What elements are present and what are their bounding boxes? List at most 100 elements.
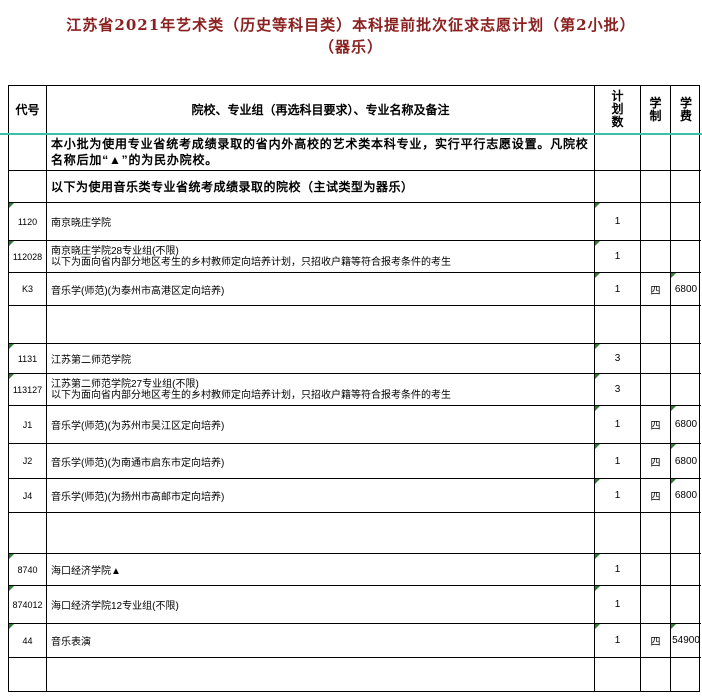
cell-code[interactable] (9, 513, 47, 554)
cell-fee[interactable] (671, 513, 701, 554)
header-cell-plan[interactable]: 计划数 (595, 86, 641, 134)
cell-code[interactable] (9, 134, 47, 171)
cell-name[interactable]: 音乐学(师范)(为南通市启东市定向培养) (47, 444, 595, 479)
cell-plan[interactable]: 1 (595, 624, 641, 658)
cell-plan[interactable]: 1 (595, 479, 641, 513)
cell-code[interactable] (9, 306, 47, 344)
header-cell-main[interactable]: 院校、专业组（再选科目要求）、专业名称及备注 (47, 86, 595, 134)
cell-code[interactable]: 113127 (9, 374, 47, 406)
excel-error-triangle-icon (595, 444, 600, 449)
vertical-header-char: 计 (611, 89, 624, 103)
cell-plan[interactable] (595, 306, 641, 344)
cell-plan[interactable]: 1 (595, 273, 641, 306)
cell-plan[interactable]: 3 (595, 344, 641, 374)
cell-name[interactable] (47, 658, 595, 691)
cell-fee[interactable] (671, 203, 701, 241)
cell-name[interactable]: 海口经济学院12专业组(不限) (47, 586, 595, 624)
cell-fee[interactable]: 6800 (671, 479, 701, 513)
cell-name[interactable]: 南京晓庄学院28专业组(不限) 以下为面向省内部分地区考生的乡村教师定向培养计划，… (47, 241, 595, 273)
cell-fee[interactable]: 54900 (671, 624, 701, 658)
cell-plan[interactable]: 1 (595, 406, 641, 444)
cell-name[interactable]: 音乐学(师范)(为苏州市吴江区定向培养) (47, 406, 595, 444)
cell-years[interactable]: 四 (641, 624, 671, 658)
cell-plan[interactable]: 1 (595, 444, 641, 479)
cell-fee[interactable] (671, 658, 701, 691)
cell-code[interactable]: 1131 (9, 344, 47, 374)
cell-plan[interactable]: 1 (595, 241, 641, 273)
cell-fee[interactable] (671, 554, 701, 586)
page-title: 江苏省2021年艺术类（历史等科目类）本科提前批次征求志愿计划（第2小批） （器… (0, 14, 702, 58)
cell-plan[interactable]: 1 (595, 203, 641, 241)
cell-fee[interactable] (671, 241, 701, 273)
cell-fee[interactable] (671, 374, 701, 406)
excel-error-triangle-icon (595, 624, 600, 629)
table-row: 本小批为使用专业省统考成绩录取的省内外高校的艺术类本科专业，实行平行志愿设置。凡… (9, 134, 701, 171)
excel-error-triangle-icon (595, 554, 600, 559)
cell-years[interactable]: 四 (641, 273, 671, 306)
cell-name[interactable]: 江苏第二师范学院 (47, 344, 595, 374)
cell-plan[interactable] (595, 134, 641, 171)
cell-plan[interactable]: 1 (595, 554, 641, 586)
table-row: 1131 江苏第二师范学院 3 (9, 344, 701, 374)
header-cell-years[interactable]: 学制 (641, 86, 671, 134)
cell-years[interactable]: 四 (641, 444, 671, 479)
cell-code[interactable]: 44 (9, 624, 47, 658)
page-title-line2: （器乐） (318, 38, 383, 56)
cell-name[interactable] (47, 306, 595, 344)
excel-error-triangle-icon (595, 406, 600, 411)
cell-years[interactable] (641, 134, 671, 171)
cell-name[interactable]: 以下为使用音乐类专业省统考成绩录取的院校（主试类型为器乐） (47, 171, 595, 203)
cell-fee[interactable] (671, 134, 701, 171)
cell-code[interactable]: K3 (9, 273, 47, 306)
cell-name[interactable]: 南京晓庄学院 (47, 203, 595, 241)
cell-years[interactable] (641, 241, 671, 273)
cell-code[interactable]: J4 (9, 479, 47, 513)
cell-years[interactable] (641, 374, 671, 406)
table-row: J2 音乐学(师范)(为南通市启东市定向培养) 1 四 6800 (9, 444, 701, 479)
cell-fee[interactable]: 6800 (671, 273, 701, 306)
cell-code[interactable]: 8740 (9, 554, 47, 586)
cell-code[interactable]: 874012 (9, 586, 47, 624)
cell-years[interactable]: 四 (641, 406, 671, 444)
table-row (9, 513, 701, 554)
cell-years[interactable] (641, 658, 671, 691)
cell-name[interactable]: 音乐学(师范)(为泰州市高港区定向培养) (47, 273, 595, 306)
cell-fee[interactable] (671, 586, 701, 624)
cell-plan[interactable] (595, 513, 641, 554)
cell-code[interactable]: 112028 (9, 241, 47, 273)
cell-years[interactable] (641, 306, 671, 344)
cell-name[interactable] (47, 513, 595, 554)
cell-years[interactable] (641, 203, 671, 241)
header-cell-code[interactable]: 代号 (9, 86, 47, 134)
excel-error-triangle-icon (9, 374, 14, 379)
cell-years[interactable]: 四 (641, 479, 671, 513)
cell-name[interactable]: 本小批为使用专业省统考成绩录取的省内外高校的艺术类本科专业，实行平行志愿设置。凡… (47, 134, 595, 171)
cell-years[interactable] (641, 171, 671, 203)
cell-fee[interactable]: 6800 (671, 406, 701, 444)
cell-code[interactable] (9, 658, 47, 691)
cell-name[interactable]: 江苏第二师范学院27专业组(不限) 以下为面向省内部分地区考生的乡村教师定向培养计… (47, 374, 595, 406)
cell-code[interactable]: J1 (9, 406, 47, 444)
cell-plan[interactable] (595, 658, 641, 691)
cell-name[interactable]: 海口经济学院▲ (47, 554, 595, 586)
cell-code[interactable]: 1120 (9, 203, 47, 241)
cell-fee[interactable] (671, 344, 701, 374)
cell-years[interactable] (641, 554, 671, 586)
cell-fee[interactable] (671, 306, 701, 344)
cell-fee[interactable]: 6800 (671, 444, 701, 479)
cell-years[interactable] (641, 513, 671, 554)
cell-years[interactable] (641, 586, 671, 624)
cell-plan[interactable]: 1 (595, 586, 641, 624)
cell-years[interactable] (641, 344, 671, 374)
cell-name[interactable]: 音乐表演 (47, 624, 595, 658)
cell-code[interactable]: J2 (9, 444, 47, 479)
cell-plan[interactable]: 3 (595, 374, 641, 406)
excel-error-triangle-icon (9, 624, 14, 629)
cell-code[interactable] (9, 171, 47, 203)
vertical-header-char: 制 (649, 108, 662, 123)
header-cell-fee[interactable]: 学费 (671, 86, 701, 134)
page-title-line1: 江苏省2021年艺术类（历史等科目类）本科提前批次征求志愿计划（第2小批） (66, 16, 636, 34)
cell-plan[interactable] (595, 171, 641, 203)
cell-fee[interactable] (671, 171, 701, 203)
cell-name[interactable]: 音乐学(师范)(为扬州市高邮市定向培养) (47, 479, 595, 513)
